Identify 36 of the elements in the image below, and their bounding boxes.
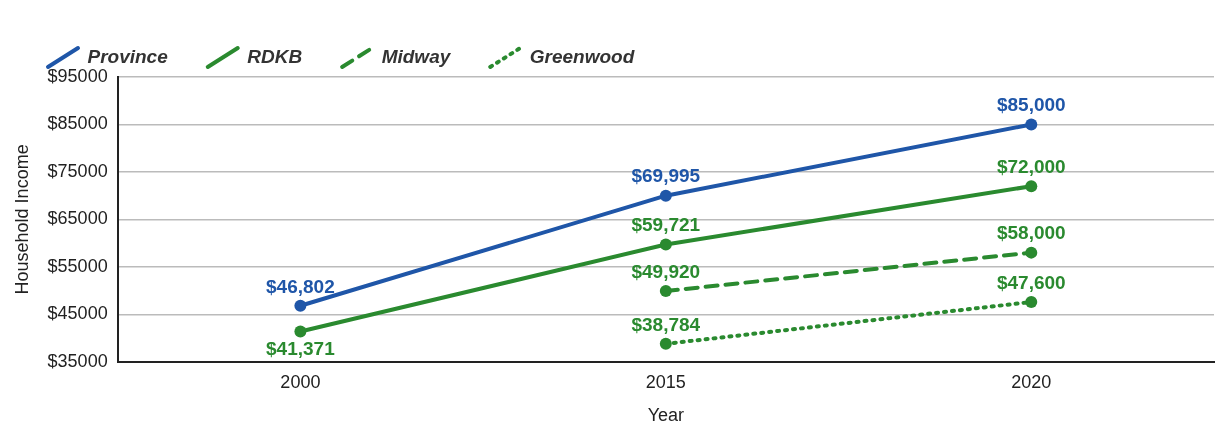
- data-label: $38,784: [631, 313, 701, 335]
- y-tick-label: $85000: [47, 113, 108, 134]
- data-label: $46,802: [266, 275, 335, 297]
- point: [294, 299, 307, 312]
- legend-label: Greenwood: [529, 45, 635, 67]
- data-label: $69,995: [631, 165, 701, 187]
- data-label: $49,920: [631, 260, 701, 282]
- point: [294, 325, 307, 338]
- y-tick-label: $55000: [47, 255, 108, 276]
- y-tick-label: $45000: [47, 303, 108, 324]
- point: [659, 284, 672, 297]
- y-tick-label: $65000: [47, 208, 108, 229]
- x-axis-title: Year: [647, 405, 685, 426]
- y-tick-label: $75000: [47, 160, 108, 181]
- point: [659, 238, 672, 251]
- point: [1025, 246, 1038, 259]
- y-axis-title: Household Income: [11, 144, 32, 295]
- y-tick-label: $35000: [47, 350, 108, 371]
- point: [1025, 295, 1038, 308]
- legend-label: RDKB: [247, 45, 303, 67]
- legend-label: Midway: [381, 45, 452, 67]
- point: [1025, 180, 1038, 193]
- data-label: $85,000: [996, 94, 1066, 116]
- point: [1025, 118, 1038, 131]
- data-label: $72,000: [996, 155, 1066, 177]
- data-label: $58,000: [996, 222, 1066, 244]
- x-tick-label: 2000: [280, 371, 321, 392]
- x-tick-label: 2015: [645, 371, 686, 392]
- data-label: $59,721: [631, 214, 701, 236]
- point: [659, 189, 672, 202]
- y-tick-label: $95000: [47, 65, 108, 86]
- x-tick-label: 2020: [1011, 371, 1052, 392]
- legend-label: Province: [87, 45, 169, 67]
- point: [659, 337, 672, 350]
- data-label: $41,371: [266, 338, 336, 360]
- data-label: $47,600: [996, 271, 1066, 293]
